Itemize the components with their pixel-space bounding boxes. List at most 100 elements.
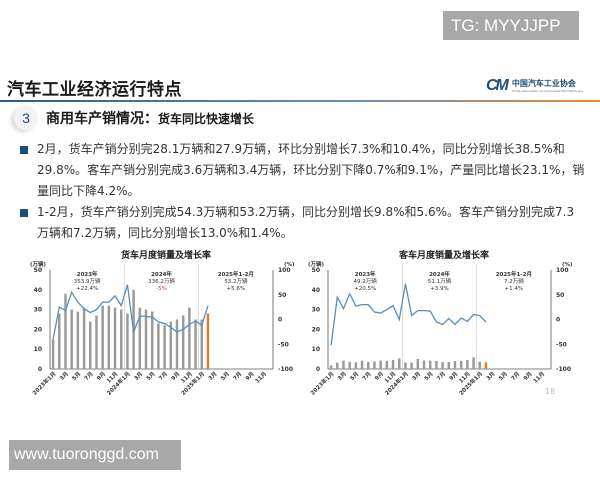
bullet-item: 2月，货车产销分别完28.1万辆和27.9万辆，环比分别增长7.3%和10.4%… xyxy=(20,139,585,202)
bar xyxy=(194,319,197,369)
svg-text:2024年: 2024年 xyxy=(429,270,450,278)
svg-text:5月: 5月 xyxy=(422,370,434,382)
svg-text:(万辆): (万辆) xyxy=(30,260,47,268)
logo-mark-icon: CM xyxy=(486,77,509,94)
svg-text:2023年1月: 2023年1月 xyxy=(31,370,58,397)
svg-text:2023年: 2023年 xyxy=(77,270,98,278)
bar xyxy=(404,362,407,369)
bar xyxy=(453,361,457,369)
svg-text:30: 30 xyxy=(312,307,320,314)
svg-text:51.1万辆: 51.1万辆 xyxy=(428,277,452,285)
svg-text:+22.4%: +22.4% xyxy=(76,286,98,292)
bar xyxy=(348,361,351,369)
svg-text:0: 0 xyxy=(278,317,282,324)
bar xyxy=(126,313,129,369)
svg-text:100: 100 xyxy=(278,267,291,274)
bar xyxy=(379,360,382,369)
svg-text:-50: -50 xyxy=(556,341,567,348)
svg-text:40: 40 xyxy=(34,287,42,294)
svg-text:+20.5%: +20.5% xyxy=(354,286,376,292)
bar xyxy=(385,360,389,369)
svg-text:(万辆): (万辆) xyxy=(308,260,325,268)
svg-text:3月: 3月 xyxy=(484,370,496,382)
bar xyxy=(169,321,173,369)
bus-sales-chart: 客车月度销量及增长率 (万辆) (%) 50 40 30 20 10 0 100 50 0 -50 -10… xyxy=(306,248,576,402)
svg-text:7月: 7月 xyxy=(360,370,372,382)
svg-text:0: 0 xyxy=(38,366,42,373)
svg-text:(%): (%) xyxy=(284,262,295,268)
svg-text:50: 50 xyxy=(556,292,564,299)
section-subtitle: 货车同比快速增长 xyxy=(158,111,255,126)
bar xyxy=(144,309,148,369)
svg-text:+1.4%: +1.4% xyxy=(505,286,524,292)
truck-sales-chart: 货车月度销量及增长率 (万辆) (%) 50 40 30 20 10 0 100 50 0 -50 -10… xyxy=(28,248,298,402)
svg-text:5月: 5月 xyxy=(348,370,360,382)
svg-text:7月: 7月 xyxy=(435,370,447,382)
bar xyxy=(82,307,86,369)
bar xyxy=(157,323,160,369)
page-number: 18 xyxy=(545,387,556,396)
bar xyxy=(367,361,370,369)
svg-text:3月: 3月 xyxy=(58,370,70,382)
bar xyxy=(441,362,444,369)
bar xyxy=(397,358,401,369)
svg-text:50: 50 xyxy=(278,292,286,299)
svg-text:53.2万辆: 53.2万辆 xyxy=(224,277,248,285)
watermark-top-badge: TG: MYYJJPP xyxy=(443,11,579,40)
svg-text:3月: 3月 xyxy=(336,370,348,382)
svg-text:10: 10 xyxy=(34,346,42,353)
bullet-text: 2月，货车产销分别完28.1万辆和27.9万辆，环比分别增长7.3%和10.4%… xyxy=(37,142,585,198)
bar xyxy=(447,361,451,369)
svg-text:50: 50 xyxy=(312,267,320,274)
bar xyxy=(466,360,469,369)
section-heading: 3 商用车产销情况： 货车同比快速增长 xyxy=(14,106,254,130)
svg-text:353.9万辆: 353.9万辆 xyxy=(74,277,101,285)
bar xyxy=(58,313,61,369)
bar xyxy=(188,307,191,369)
svg-text:100: 100 xyxy=(556,267,569,274)
bar xyxy=(150,311,154,369)
title-divider xyxy=(0,100,600,102)
svg-text:3月: 3月 xyxy=(132,370,144,382)
bar xyxy=(200,319,204,369)
bar xyxy=(101,305,104,369)
bar xyxy=(484,362,488,369)
bar xyxy=(163,325,166,369)
bar xyxy=(138,307,142,369)
bar xyxy=(435,360,438,369)
section-title: 商用车产销情况： xyxy=(46,111,158,127)
svg-text:50: 50 xyxy=(34,267,42,274)
svg-text:5月: 5月 xyxy=(144,370,156,382)
bar xyxy=(70,309,73,369)
svg-text:10: 10 xyxy=(312,346,320,353)
chart-title: 客车月度销量及增长率 xyxy=(398,249,489,261)
bar xyxy=(416,358,420,369)
bar xyxy=(410,362,413,369)
bar xyxy=(64,293,67,369)
bullet-text: 1-2月，货车产销分别完成54.3万辆和53.2万辆，同比分别增长9.8%和5.… xyxy=(37,205,575,240)
bar xyxy=(459,360,463,369)
bar xyxy=(373,361,376,369)
growth-line xyxy=(52,284,209,340)
bar xyxy=(472,357,475,369)
svg-text:5月: 5月 xyxy=(70,370,82,382)
logo-name-cn: 中国汽车工业协会 xyxy=(511,79,576,88)
svg-text:40: 40 xyxy=(312,287,320,294)
bar xyxy=(76,311,80,369)
svg-text:7.2万辆: 7.2万辆 xyxy=(504,277,524,285)
svg-text:20: 20 xyxy=(34,326,42,333)
bar xyxy=(51,339,55,369)
svg-text:+3.9%: +3.9% xyxy=(430,286,449,292)
square-bullet-icon xyxy=(20,146,28,154)
svg-text:+5.6%: +5.6% xyxy=(227,286,246,292)
bar xyxy=(113,307,117,369)
svg-text:5月: 5月 xyxy=(497,370,509,382)
bar xyxy=(336,362,339,369)
bar xyxy=(95,315,98,369)
bar xyxy=(478,361,482,369)
bar xyxy=(360,360,364,369)
svg-text:0: 0 xyxy=(556,317,560,324)
svg-text:0: 0 xyxy=(316,366,320,373)
svg-text:20: 20 xyxy=(312,326,320,333)
svg-text:5月: 5月 xyxy=(219,370,231,382)
